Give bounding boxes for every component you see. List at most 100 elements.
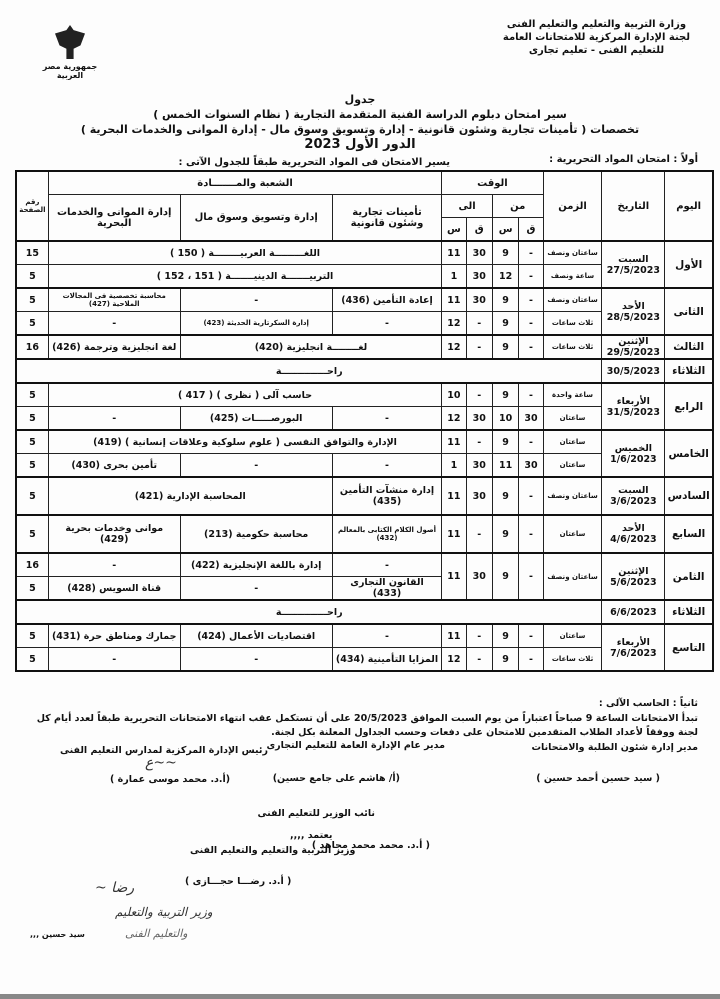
table-cell: 30 <box>518 453 544 478</box>
day-cell: الثالث <box>664 334 714 360</box>
table-cell: المزايا التأمينية (434) <box>331 647 443 672</box>
table-cell: - <box>331 406 443 431</box>
table-cell: 5 <box>15 382 49 407</box>
table-cell: - <box>465 334 493 360</box>
header-time: الوقت <box>441 170 544 195</box>
table-cell: 11 <box>441 476 467 516</box>
table-row: القانون التجارى (433) - قناة السويس (428) 5 <box>15 576 713 601</box>
header-from: من <box>491 194 544 218</box>
table-row: الثلاثاء 30/5/2023 راحــــــــــــــة <box>15 358 714 384</box>
table-cell: - <box>331 623 443 648</box>
table-cell: - <box>331 311 443 336</box>
table-row: السادس السبت 3/6/2023 ساعتان ونصف -9 30 11 إدا… <box>15 476 714 516</box>
table-row: الأول السبت 27/5/2023 ساعتان ونصف -9 30 11 الل… <box>15 240 714 289</box>
day-cell: التاسع <box>664 623 714 672</box>
table-cell: ساعتان <box>542 453 603 478</box>
table-row: التاسع الأربعاء 7/6/2023 ساعتان -9-11- اقتصا… <box>15 623 714 672</box>
table-cell: الإدارة والتوافق النفسى ( علوم سلوكية وع… <box>47 429 443 454</box>
table-cell: 15 <box>15 240 49 265</box>
day-cell: الثانى <box>664 287 714 336</box>
table-cell: - <box>518 264 544 289</box>
table-cell: قناة السويس (428) <box>47 576 181 601</box>
table-cell: 12 <box>441 311 467 336</box>
table-cell: - <box>179 287 333 312</box>
table-cell: الأحد 28/5/2023 <box>601 287 666 336</box>
table-cell: الأربعاء 31/5/2023 <box>601 382 666 431</box>
table-cell: 11 <box>441 287 467 312</box>
day-cell: الثامن <box>664 552 714 601</box>
section2-label: ثانياً : الحاسب الآلى : <box>598 698 698 709</box>
table-cell: 11 <box>441 514 467 554</box>
minister-title: وزير التربية والتعليم والتعليم الفنى <box>190 845 356 856</box>
table-cell: - <box>47 552 181 577</box>
closing-note: سيد حسين ,,, <box>30 930 85 939</box>
table-cell: - <box>465 514 493 554</box>
header-day: اليوم <box>664 170 714 242</box>
table-cell: 5 <box>15 406 49 431</box>
table-cell: 9 <box>491 287 520 312</box>
signatory-name: ( أ.د. محمد محمد مجاهد ) <box>311 840 430 851</box>
table-cell: 5 <box>15 576 49 601</box>
day-cell: السابع <box>664 514 714 554</box>
table-cell: 30 <box>465 552 493 601</box>
table-cell: 5 <box>15 623 49 648</box>
table-cell: ثلاث ساعات <box>542 334 603 360</box>
table-cell: أصول الكلام الكتابى بالمعالم (432) <box>331 514 443 554</box>
table-cell: 30/5/2023 <box>601 358 666 384</box>
title-line: سير امتحان دبلوم الدراسة الفنية المتقدمة… <box>153 108 567 121</box>
title-line: الدور الأول 2023 <box>304 137 416 152</box>
signatory-title: رئيس الإدارة المركزية لمدارس التعليم الف… <box>60 745 268 756</box>
table-cell: 9 <box>491 334 520 360</box>
header-date: التاريخ <box>601 170 666 242</box>
table-cell: 5 <box>15 311 49 336</box>
table-cell: اقتصاديات الأعمال (424) <box>179 623 333 648</box>
table-cell: ساعتان ونصف <box>542 240 603 265</box>
section1-note: يسير الامتحان فى المواد التحريرية طبقاً … <box>178 157 450 168</box>
table-cell: - <box>518 311 544 336</box>
table-cell: - <box>518 623 544 648</box>
table-cell: - <box>47 406 181 431</box>
table-cell: - <box>465 311 493 336</box>
table-row: الثامن الإثنين 5/6/2023 ساعتان ونصف -9 30 11-… <box>15 552 714 601</box>
table-cell: ساعتان <box>542 406 603 431</box>
header-duration: الزمن <box>542 170 603 242</box>
table-cell: ساعة واحدة <box>542 382 603 407</box>
table-cell: - <box>518 429 544 454</box>
table-cell: 11 <box>441 429 467 454</box>
table-row: الرابع الأربعاء 31/5/2023 ساعة واحدة -9-10 ح… <box>15 382 714 431</box>
table-cell: 30 <box>518 406 544 431</box>
table-cell: الأربعاء 7/6/2023 <box>601 623 666 672</box>
table-cell: 5 <box>15 453 49 478</box>
minister-name: ( أ.د. رضـــا حجـــازى ) <box>185 876 292 887</box>
table-cell: 11 <box>441 240 467 265</box>
table-cell: 12 <box>441 647 467 672</box>
day-cell: الرابع <box>664 382 714 431</box>
table-cell: 12 <box>491 264 520 289</box>
signatory-title: مدير إدارة شئون الطلبة والامتحانات <box>531 742 698 753</box>
stamp-line: وزير التربية والتعليم <box>115 905 213 919</box>
table-cell: 11 <box>491 453 520 478</box>
table-cell: حاسب آلى ( نظرى ) ( 417 ) <box>47 382 443 407</box>
table-cell: ساعة ونصف <box>542 264 603 289</box>
table-row: ثلاث ساعات -9-12 المزايا التأمينية (434) - -… <box>15 647 713 672</box>
table-cell: الإثنين 29/5/2023 <box>601 334 666 360</box>
table-cell: ساعتان ونصف <box>542 287 603 312</box>
table-cell: 6/6/2023 <box>601 599 666 625</box>
table-cell: 9 <box>491 311 520 336</box>
table-row: ساعة ونصف -12 30 1 التربيـــــــة الدينيــــ… <box>15 264 713 289</box>
header-insurance-legal: تأمينات تجارية وشئون قانونية <box>331 194 443 242</box>
table-cell: 5 <box>15 429 49 454</box>
table-cell: السبت 27/5/2023 <box>601 240 666 289</box>
header-ports-maritime: إدارة الموانى والخدمات البحرية <box>47 194 181 242</box>
table-cell: - <box>518 334 544 360</box>
table-cell: إعادة التأمين (436) <box>331 287 443 312</box>
table-cell: ساعتان ونصف <box>542 476 603 516</box>
table-cell: - <box>518 552 544 601</box>
table-cell: 9 <box>491 382 520 407</box>
table-cell: 16 <box>15 552 49 577</box>
table-cell: 5 <box>15 647 49 672</box>
day-cell: السادس <box>664 476 714 516</box>
table-cell: 16 <box>15 334 49 360</box>
table-row: الثالث الإثنين 29/5/2023 ثلاث ساعات -9-12 لغ… <box>15 334 714 360</box>
exam-schedule-table: اليوم التاريخ الزمن الوقت الشعبة والمـــ… <box>15 170 714 672</box>
